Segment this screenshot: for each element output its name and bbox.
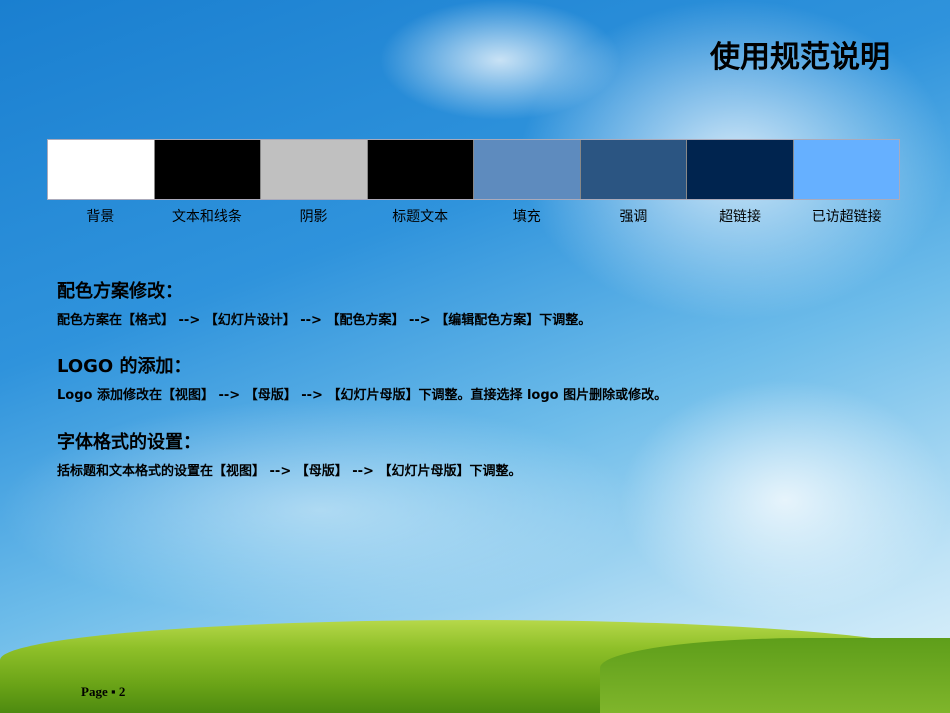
swatch-label: 文本和线条 xyxy=(171,209,242,225)
section-heading: LOGO 的添加： xyxy=(57,356,192,377)
swatch-hyperlink xyxy=(687,140,794,199)
section-body: 括标题和文本格式的设置在【视图】 --> 【母版】 --> 【幻灯片母版】下调整… xyxy=(57,464,522,479)
section-body: Logo 添加修改在【视图】 --> 【母版】 --> 【幻灯片母版】下调整。直… xyxy=(57,388,668,403)
section-font-format: 字体格式的设置： 括标题和文本格式的设置在【视图】 --> 【母版】 --> 【… xyxy=(57,428,937,479)
swatch-label: 填充 xyxy=(512,209,541,225)
swatch-accent xyxy=(580,140,687,199)
swatch-label: 已访超链接 xyxy=(811,209,882,225)
swatch-visited-hyperlink xyxy=(793,140,899,199)
section-heading: 配色方案修改： xyxy=(57,281,183,302)
cloud xyxy=(380,0,620,120)
swatch-title-text xyxy=(367,140,474,199)
color-swatches xyxy=(47,139,900,200)
swatch-label: 阴影 xyxy=(299,209,328,225)
cloud xyxy=(0,400,640,620)
swatch-labels: 背景 文本和线条 阴影 标题文本 填充 强调 超链接 已访超链接 xyxy=(47,206,900,226)
swatch-text-lines xyxy=(154,140,261,199)
grass-hill xyxy=(600,638,950,713)
swatch-label: 标题文本 xyxy=(392,209,449,225)
section-heading: 字体格式的设置： xyxy=(57,432,201,453)
swatch-label: 超链接 xyxy=(719,209,762,225)
section-logo: LOGO 的添加： Logo 添加修改在【视图】 --> 【母版】 --> 【幻… xyxy=(57,352,937,403)
swatch-shadow xyxy=(261,140,368,199)
page-number: Page ▪ 2 xyxy=(81,684,126,699)
swatch-background xyxy=(48,140,155,199)
swatch-label: 强调 xyxy=(619,209,648,225)
section-body: 配色方案在【格式】 --> 【幻灯片设计】 --> 【配色方案】 --> 【编辑… xyxy=(57,313,592,328)
swatch-label: 背景 xyxy=(86,209,115,225)
swatch-fill xyxy=(474,140,581,199)
cloud xyxy=(620,380,950,620)
slide-title: 使用规范说明 xyxy=(710,40,890,75)
section-color-scheme: 配色方案修改： 配色方案在【格式】 --> 【幻灯片设计】 --> 【配色方案】… xyxy=(57,277,937,328)
